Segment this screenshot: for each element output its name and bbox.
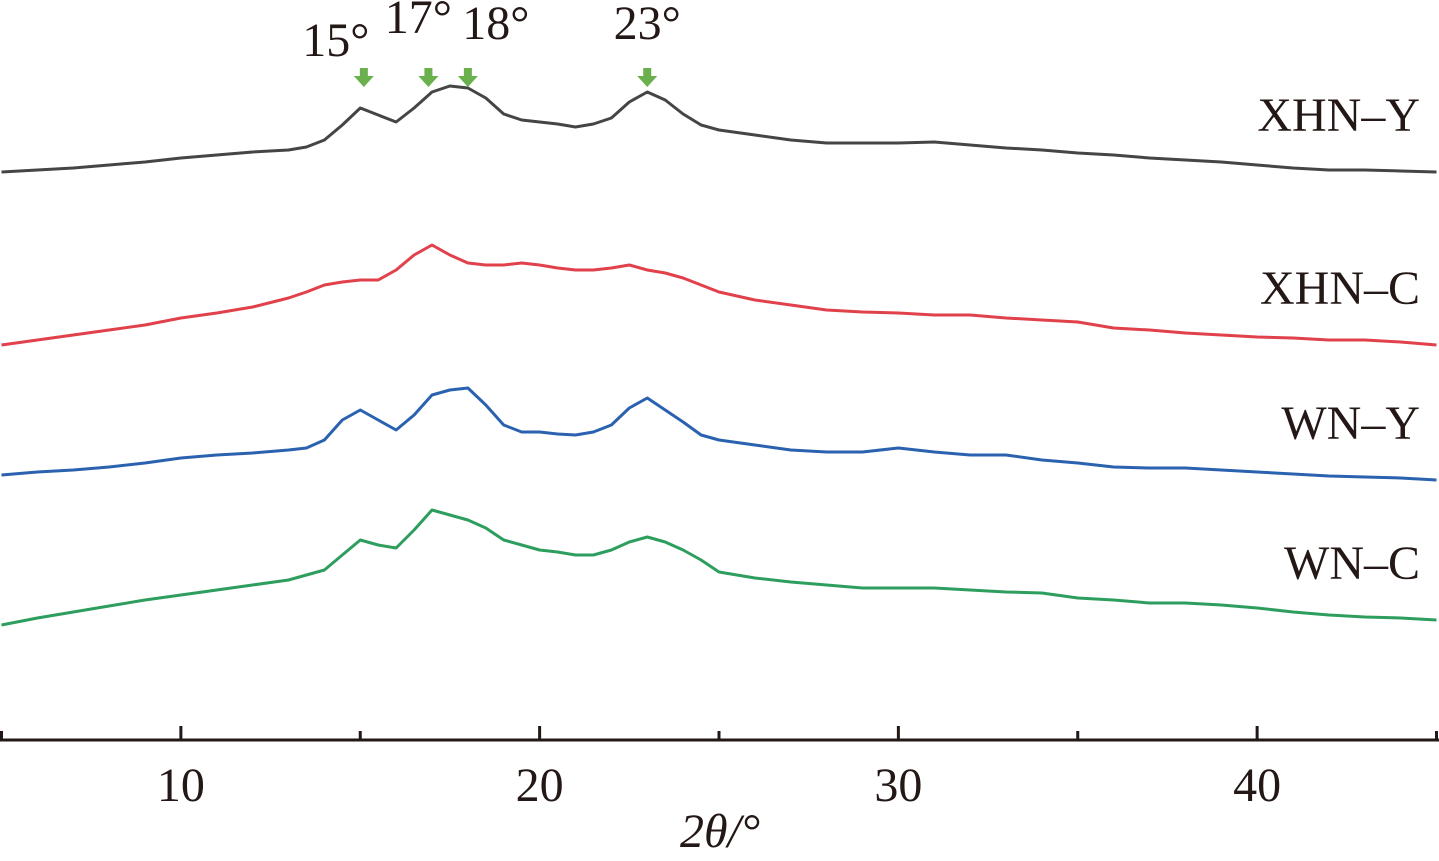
- annotation-label: 17°: [385, 0, 452, 44]
- x-tick-label: 20: [516, 759, 564, 812]
- x-tick-label: 40: [1233, 759, 1281, 812]
- annotation-arrow: [353, 68, 374, 87]
- annotation-label: 15°: [302, 14, 369, 67]
- annotation-label: 23°: [614, 0, 681, 50]
- series-label: XHN–C: [1260, 262, 1420, 315]
- series-label: XHN–Y: [1257, 89, 1420, 142]
- series-label: WN–Y: [1281, 397, 1420, 450]
- annotation-arrow: [418, 68, 439, 87]
- annotation-label: 18°: [462, 0, 529, 50]
- series-line: [1, 84, 1437, 174]
- series-label: WN–C: [1284, 537, 1420, 590]
- x-tick-label: 10: [157, 759, 205, 812]
- series-line: [1, 243, 1437, 347]
- x-axis-title: 2θ/°: [680, 805, 760, 858]
- annotation-arrow: [457, 68, 478, 87]
- series-line: [1, 508, 1437, 627]
- annotation-arrow: [637, 68, 658, 87]
- series-line: [1, 386, 1437, 482]
- x-tick-label: 30: [874, 759, 922, 812]
